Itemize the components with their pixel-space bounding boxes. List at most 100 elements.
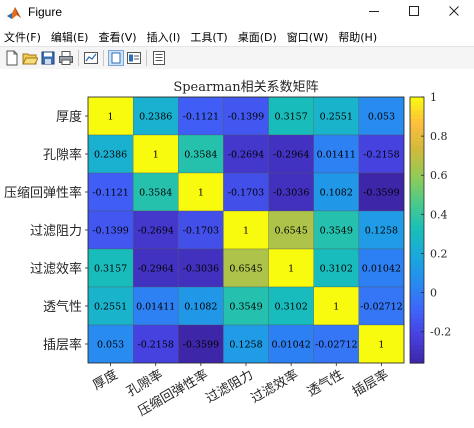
- menu-view[interactable]: 查看(V): [98, 31, 137, 44]
- cell-value-label: 1: [153, 150, 159, 161]
- print-icon[interactable]: [58, 50, 74, 66]
- colorbar-gradient-segment: [410, 345, 424, 351]
- colorbar-gradient-segment: [410, 97, 424, 103]
- heatmap-cell: [358, 324, 405, 364]
- heatmap-cell: [132, 286, 179, 326]
- heatmap-cell: [178, 134, 224, 174]
- heatmap-cell: [358, 286, 405, 326]
- colorbar-tick-label: 0: [430, 287, 437, 300]
- heatmap-cell: [178, 172, 224, 212]
- menu-insert[interactable]: 插入(I): [146, 31, 181, 44]
- heatmap-cell: [268, 96, 314, 136]
- cell-value-label: 0.3549: [229, 302, 262, 313]
- show-plot-tools-icon[interactable]: [126, 50, 142, 66]
- cell-value-label: -0.2158: [363, 150, 399, 161]
- heatmap-cell: [313, 134, 360, 174]
- colorbar-tick-label: 0.4: [430, 208, 448, 221]
- cell-value-label: 0.6545: [229, 264, 262, 275]
- colorbar-gradient-segment: [410, 243, 424, 249]
- cell-value-label: -0.3036: [273, 188, 309, 199]
- close-button[interactable]: [434, 0, 474, 26]
- cell-value-label: 0.3157: [275, 112, 308, 123]
- cell-value-label: -0.2964: [273, 150, 309, 161]
- heatmap-cells: 1 0.2386 -0.1121 -0.1399 0.3157 0.2551 0.053 0.…: [87, 96, 405, 364]
- colorbar-gradient-segment: [410, 167, 424, 173]
- heatmap-cell: [268, 134, 314, 174]
- colorbar-gradient-segment: [410, 132, 424, 138]
- colorbar-gradient-segment: [410, 318, 424, 324]
- heatmap-cell: [223, 134, 269, 174]
- dock-icon[interactable]: [151, 50, 167, 66]
- close-icon: [449, 6, 459, 16]
- heatmap-cell: [358, 210, 405, 250]
- colorbar-gradient-segment: [410, 159, 424, 165]
- row-label: 过滤效率: [30, 261, 82, 277]
- colorbar-gradient-segment: [410, 230, 424, 236]
- colorbar-tick-label: 1: [430, 91, 437, 104]
- menu-edit[interactable]: 编辑(E): [50, 31, 89, 44]
- cell-value-label: 1: [288, 264, 294, 275]
- colorbar-tick-label: 0.2: [430, 247, 448, 260]
- heatmap-cell: [268, 248, 314, 288]
- menu-tools[interactable]: 工具(T): [190, 31, 228, 44]
- cell-value-label: 0.1082: [320, 188, 353, 199]
- colorbar-gradient-segment: [410, 216, 424, 222]
- heatmap-cell: [358, 248, 405, 288]
- cell-value-label: -0.1703: [228, 188, 264, 199]
- cell-value-label: 0.3157: [94, 264, 127, 275]
- row-label: 透气性: [43, 299, 82, 315]
- colorbar-gradient-segment: [410, 225, 424, 231]
- toolbar-separator: [78, 50, 79, 66]
- heatmap-cell: [178, 286, 224, 326]
- colorbar-gradient-segment: [410, 172, 424, 178]
- heatmap-cell: [132, 248, 179, 288]
- cell-value-label: -0.2694: [137, 226, 173, 237]
- colorbar-gradient-segment: [410, 349, 424, 355]
- colorbar-gradient-segment: [410, 314, 424, 320]
- menu-file[interactable]: 文件(F): [4, 31, 41, 44]
- open-file-icon[interactable]: [22, 50, 38, 66]
- cell-value-label: -0.1703: [183, 226, 219, 237]
- heatmap-cell: [358, 134, 405, 174]
- colorbar-gradient-segment: [410, 207, 424, 213]
- hide-plot-tools-icon[interactable]: [108, 50, 124, 66]
- colorbar-gradient-segment: [410, 336, 424, 342]
- row-label: 压缩回弹性率: [4, 185, 82, 201]
- colorbar-gradient-segment: [410, 128, 424, 134]
- colorbar-gradient-segment: [410, 252, 424, 258]
- maximize-button[interactable]: [394, 0, 434, 26]
- cell-value-label: 0.3102: [275, 302, 308, 313]
- colorbar-gradient-segment: [410, 105, 424, 111]
- heatmap-cell: [223, 324, 269, 364]
- colorbar-gradient-segment: [410, 247, 424, 253]
- colorbar-gradient-segment: [410, 163, 424, 169]
- cell-value-label: -0.1121: [183, 112, 219, 123]
- cell-value-label: -0.02712: [315, 340, 358, 351]
- cell-value-label: -0.02712: [360, 302, 403, 313]
- cell-value-label: 1: [108, 112, 114, 123]
- new-figure-icon[interactable]: [4, 50, 20, 66]
- menu-desktop[interactable]: 桌面(D): [237, 31, 277, 44]
- save-icon[interactable]: [40, 50, 56, 66]
- colorbar-gradient-segment: [410, 283, 424, 289]
- heatmap-cell: [132, 134, 179, 174]
- cell-value-label: 0.6545: [275, 226, 308, 237]
- heatmap-cell: [223, 286, 269, 326]
- column-label: 过滤阻力: [203, 367, 256, 406]
- cell-value-label: -0.1399: [92, 226, 128, 237]
- menu-window[interactable]: 窗口(W): [286, 31, 329, 44]
- cell-value-label: -0.3599: [183, 340, 219, 351]
- cell-value-label: 0.3584: [139, 188, 172, 199]
- heatmap-cell: [178, 248, 224, 288]
- cell-value-label: 1: [243, 226, 249, 237]
- menu-help[interactable]: 帮助(H): [338, 31, 378, 44]
- link-plot-icon[interactable]: [83, 50, 99, 66]
- colorbar-gradient-segment: [410, 265, 424, 271]
- toolbar: [0, 46, 474, 70]
- colorbar-gradient-segment: [410, 269, 424, 275]
- minimize-icon: [369, 11, 379, 12]
- minimize-button[interactable]: [354, 0, 394, 26]
- plot-frame: [87, 96, 405, 364]
